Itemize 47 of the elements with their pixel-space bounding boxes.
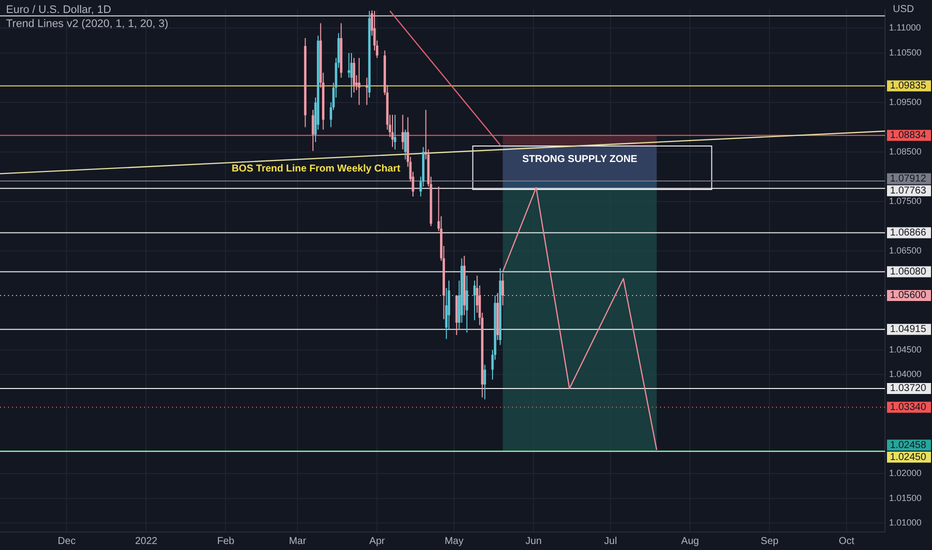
ref-line-label: 1.03720 — [890, 383, 927, 394]
y-tick-label: 1.10500 — [889, 47, 922, 58]
ref-line-label: 1.04915 — [890, 324, 927, 336]
candlestick — [466, 275, 468, 334]
x-tick-label: Feb — [217, 536, 235, 547]
candlestick — [402, 114, 404, 150]
candlestick — [366, 77, 368, 106]
x-tick-label: Apr — [369, 536, 386, 547]
x-tick-label: Sep — [760, 536, 779, 547]
band-label: STRONG SUPPLY ZONE — [522, 154, 638, 165]
ref-line-label: 1.05600 — [890, 290, 927, 302]
candlestick — [358, 57, 360, 106]
y-tick-label: 1.09500 — [889, 96, 922, 107]
candlestick — [404, 129, 407, 160]
text: Trend Lines v2 (2020, 1, 1, 20, 3) — [6, 18, 168, 30]
x-tick-label: May — [444, 536, 464, 547]
y-tick-label: 1.04500 — [889, 344, 922, 354]
candlestick — [473, 280, 476, 321]
y-tick-label: 1.04000 — [889, 369, 922, 380]
x-tick-label: Oct — [838, 536, 855, 547]
ref-line-label: 1.09835 — [890, 80, 927, 92]
ref-line-label: 1.08834 — [890, 130, 927, 142]
annotation: BOS Trend Line From Weekly Chart — [232, 164, 401, 175]
ref-line-label: 1.06080 — [890, 266, 927, 278]
x-tick-label: Jun — [526, 536, 542, 547]
x-tick-label: Jul — [604, 536, 617, 547]
y-tick-label: 1.08500 — [889, 146, 922, 156]
candlestick — [350, 52, 353, 98]
y-tick-label: 1.02000 — [889, 468, 922, 478]
y-tick-label: 1.01000 — [889, 518, 922, 528]
x-tick-label: Mar — [288, 536, 307, 547]
y-tick-label: 1.11000 — [889, 22, 921, 33]
chart-title: Euro / U.S. Dollar, 1D — [6, 4, 112, 16]
ref-line-label: 1.07763 — [890, 185, 927, 196]
ref-line-label: 1.02458 — [890, 440, 927, 451]
ref-line-label: 1.02450 — [890, 452, 927, 463]
y-axis-title: USD — [892, 4, 914, 15]
x-tick-label: Dec — [58, 536, 76, 547]
y-tick-label: 1.07500 — [889, 196, 922, 206]
ref-line-label: 1.07912 — [890, 173, 927, 184]
x-tick-label: Aug — [681, 536, 699, 547]
candlestick — [484, 364, 486, 400]
y-tick-label: 1.01500 — [889, 492, 922, 503]
x-tick-label: 2022 — [135, 536, 158, 547]
y-tick-label: 1.06500 — [889, 245, 922, 256]
ref-line-label: 1.06866 — [890, 228, 927, 239]
ref-line-label: 1.03340 — [890, 402, 927, 414]
